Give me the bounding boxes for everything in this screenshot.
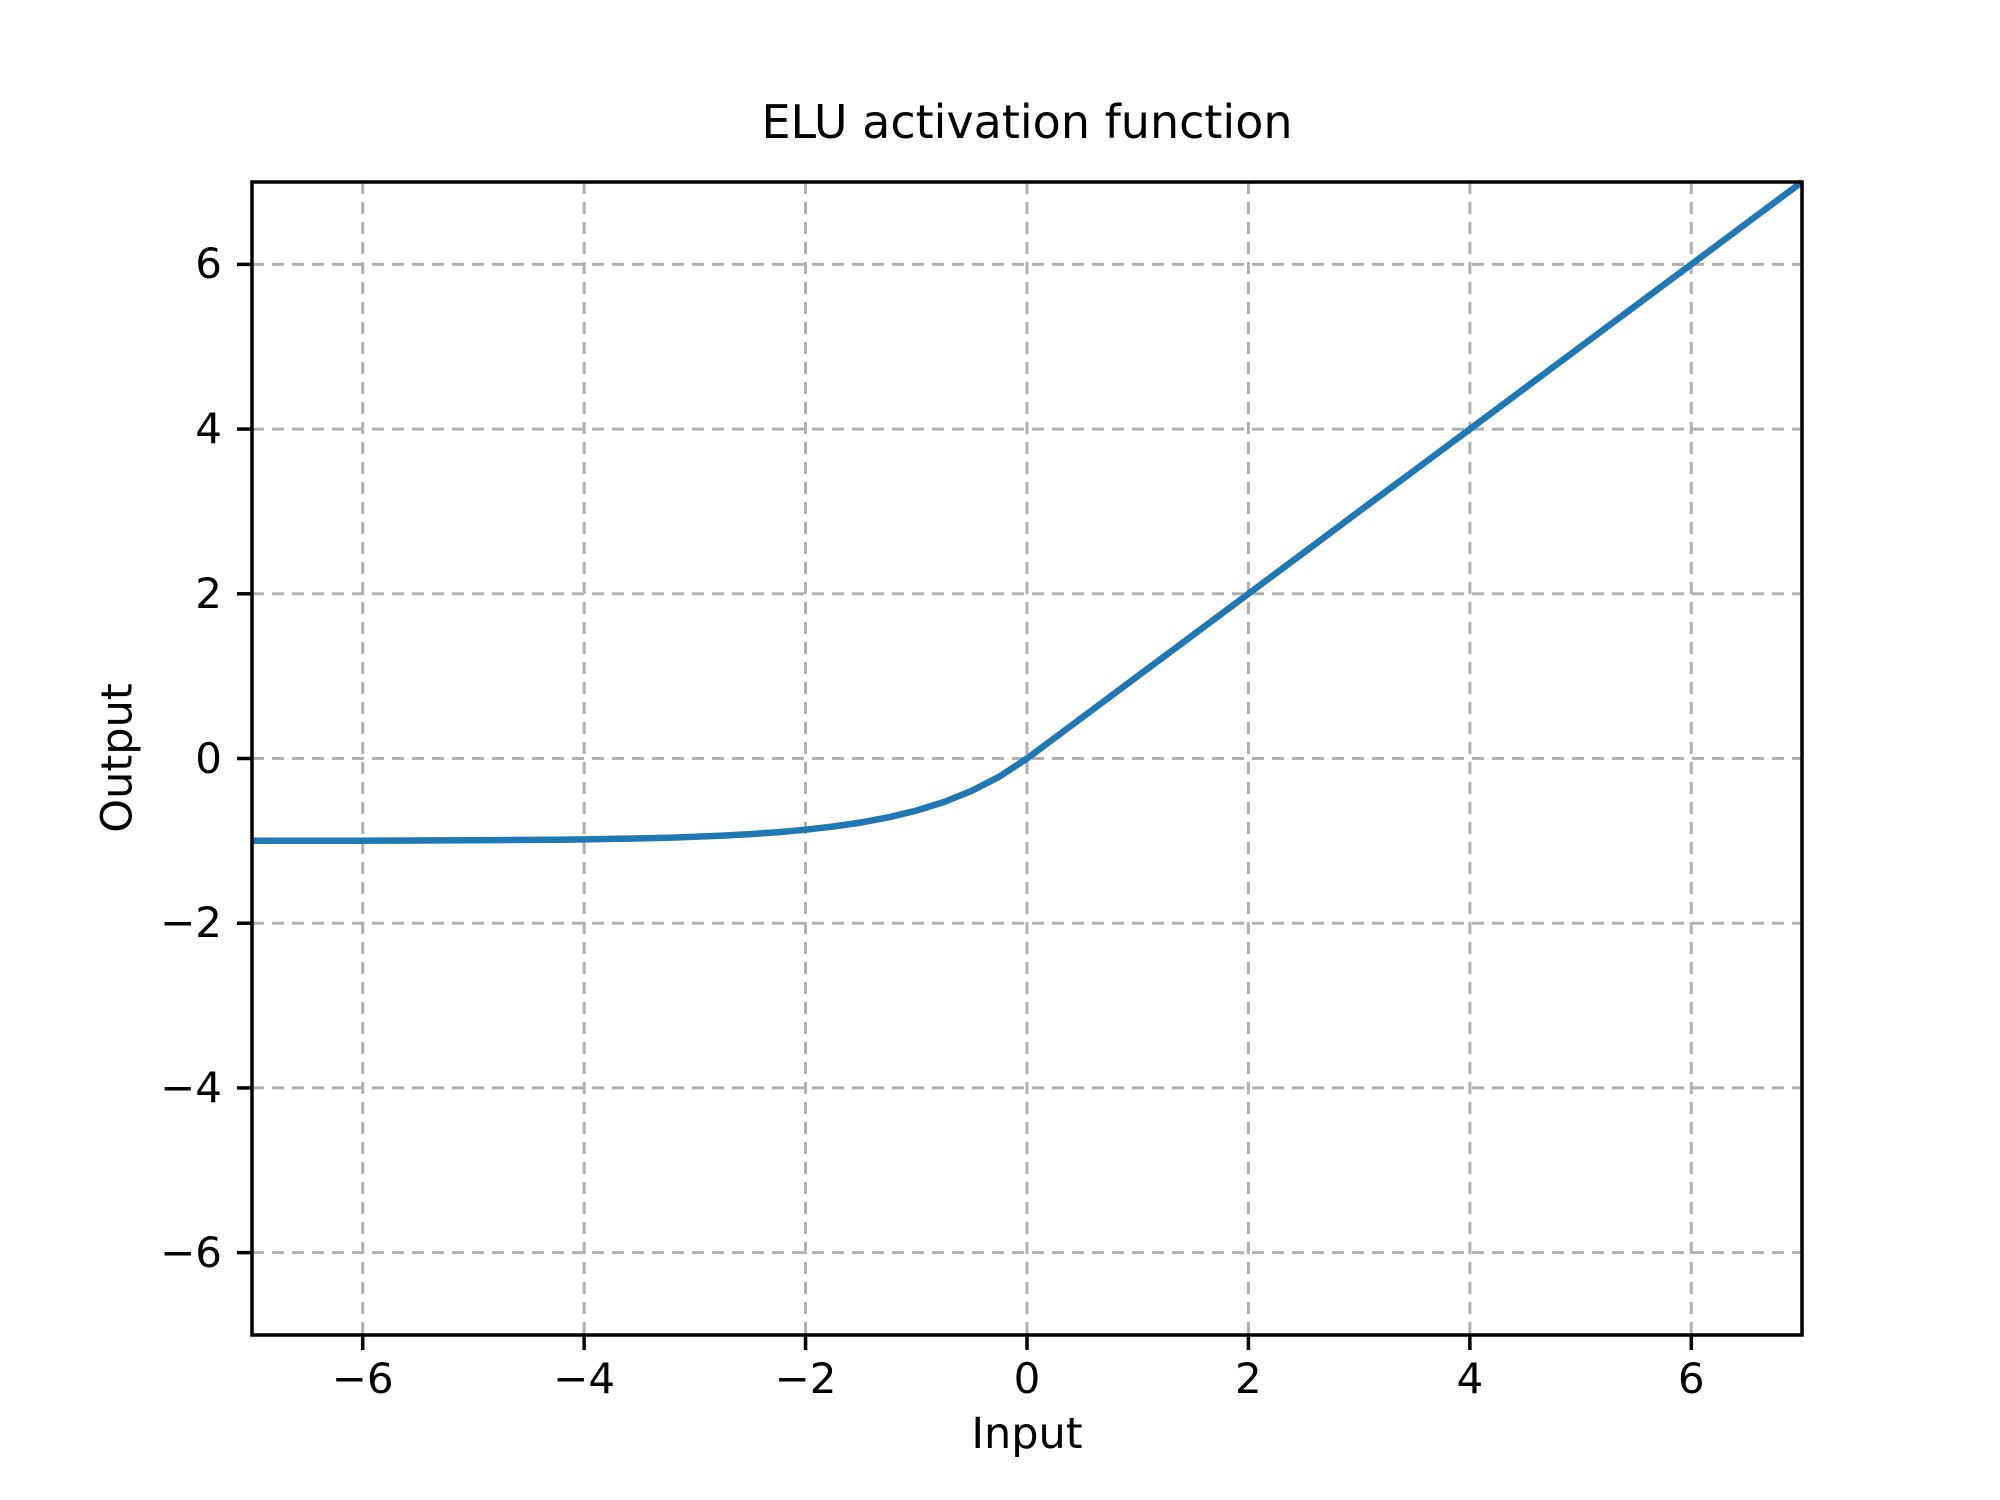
y-tick-label: −4 xyxy=(160,1062,222,1112)
x-tick-label: 2 xyxy=(1235,1354,1262,1403)
grid-lines xyxy=(252,182,1802,1335)
axes-spines xyxy=(250,180,1804,1337)
x-tick-label: −2 xyxy=(774,1354,837,1403)
elu-curve xyxy=(252,179,1804,845)
y-tick-label: −2 xyxy=(160,898,222,948)
y-tick-label: 4 xyxy=(195,404,222,454)
x-tick-label: −4 xyxy=(553,1354,616,1403)
axis-ticks xyxy=(237,262,1694,1350)
chart-title: ELU activation function xyxy=(761,95,1293,149)
x-tick-label: 4 xyxy=(1456,1354,1484,1403)
y-tick-label: −6 xyxy=(160,1227,222,1277)
x-tick-label: 0 xyxy=(1013,1354,1041,1403)
x-tick-label: −6 xyxy=(331,1354,394,1403)
series-line-elu xyxy=(252,179,1804,845)
x-tick-label: 6 xyxy=(1677,1354,1705,1403)
x-axis-label: Input xyxy=(971,1409,1083,1459)
axes-frame xyxy=(250,180,1804,1337)
y-tick-label: 2 xyxy=(195,568,222,618)
y-tick-label: 0 xyxy=(195,733,222,783)
y-tick-label: 6 xyxy=(195,239,222,289)
